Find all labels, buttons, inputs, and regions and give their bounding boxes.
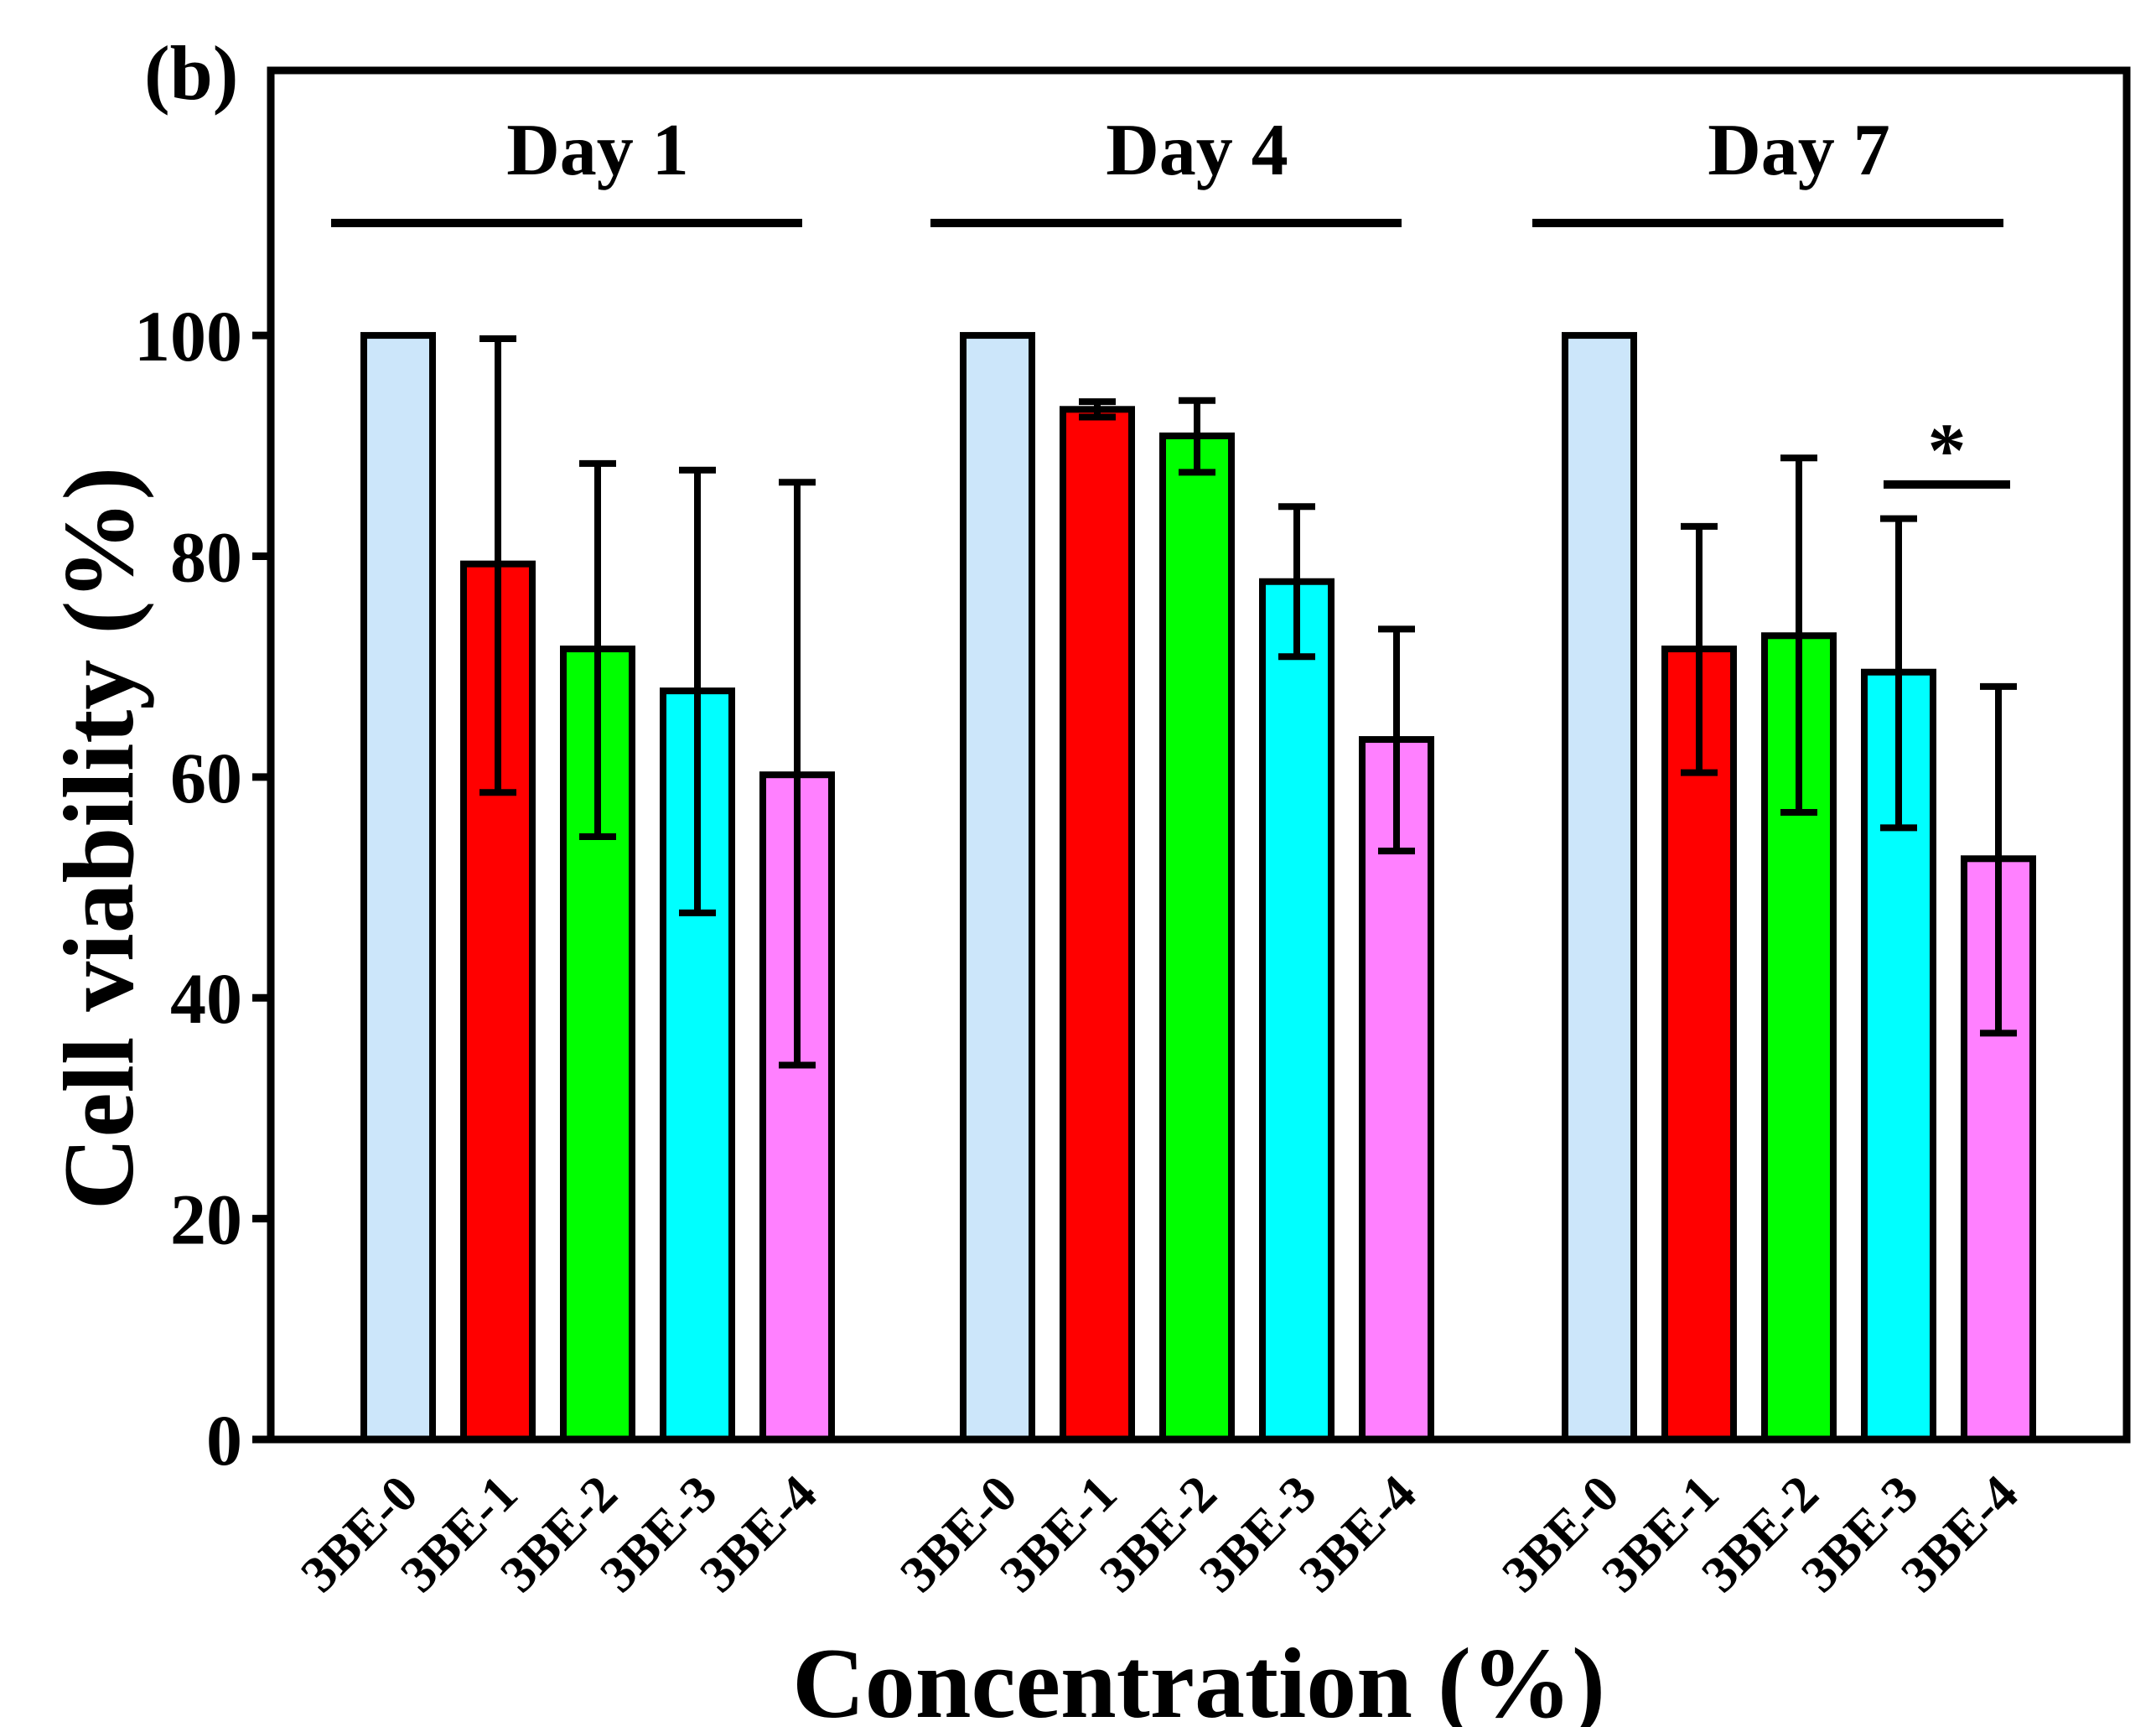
group-label: Day 1 bbox=[506, 110, 689, 191]
panel-label: (b) bbox=[144, 30, 238, 116]
bar bbox=[963, 335, 1032, 1439]
x-tick-label: 3BE-3 bbox=[1189, 1465, 1327, 1603]
x-tick-label: 3BE-2 bbox=[1089, 1465, 1227, 1603]
bar bbox=[1262, 582, 1331, 1439]
bar bbox=[1565, 335, 1634, 1439]
y-tick-label: 80 bbox=[170, 516, 242, 597]
plot-area: Day 1 Day 4 Day 7 * bbox=[331, 110, 2033, 1439]
x-axis-title: Concentration (%) bbox=[792, 1627, 1605, 1727]
y-tick-label: 60 bbox=[170, 738, 242, 818]
x-tick-label: 3BE-0 bbox=[889, 1465, 1028, 1603]
y-tick-label: 0 bbox=[206, 1400, 242, 1481]
y-tick-label: 40 bbox=[170, 958, 242, 1039]
y-tick-label: 100 bbox=[134, 296, 242, 376]
y-tick-label: 20 bbox=[170, 1180, 242, 1260]
group-label: Day 7 bbox=[1708, 110, 1890, 191]
x-tick-label: 3BE-0 bbox=[1491, 1465, 1630, 1603]
significance-marker: * bbox=[1928, 407, 1967, 493]
x-tick-label: 3BE-3 bbox=[1791, 1465, 1929, 1603]
x-tick-label: 3BE-4 bbox=[689, 1465, 827, 1603]
x-tick-label: 3BE-2 bbox=[490, 1465, 628, 1603]
y-axis-title: Cell viability (%) bbox=[43, 467, 154, 1211]
x-tick-label: 3BE-3 bbox=[589, 1465, 728, 1603]
x-tick-label: 3BE-0 bbox=[290, 1465, 428, 1603]
bar bbox=[1063, 409, 1132, 1439]
x-tick-label: 3BE-2 bbox=[1691, 1465, 1829, 1603]
x-tick-label: 3BE-4 bbox=[1890, 1465, 2029, 1603]
x-tick-label: 3BE-1 bbox=[390, 1465, 528, 1603]
bar bbox=[364, 335, 433, 1439]
bar-chart: (b) Day 1 Day 4 Day 7* 3BE-03BE-13BE-23BE-… bbox=[0, 0, 2156, 1727]
x-tick-label: 3BE-4 bbox=[1288, 1465, 1427, 1603]
x-tick-label: 3BE-1 bbox=[989, 1465, 1127, 1603]
bar bbox=[1163, 436, 1231, 1439]
x-tick-label: 3BE-1 bbox=[1591, 1465, 1729, 1603]
group-label: Day 4 bbox=[1106, 110, 1288, 191]
